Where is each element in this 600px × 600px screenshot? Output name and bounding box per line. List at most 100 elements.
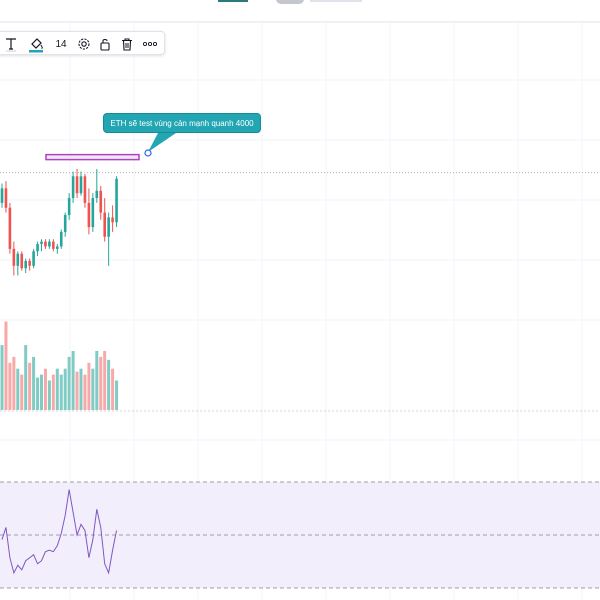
candle-body xyxy=(52,241,55,249)
candle-body xyxy=(44,241,47,247)
candle-body xyxy=(0,188,4,203)
font-size-button[interactable]: 14 xyxy=(53,35,69,53)
volume-bar xyxy=(8,362,12,410)
top-center-button[interactable] xyxy=(276,0,304,4)
candle xyxy=(56,244,59,254)
callout-pointer xyxy=(148,133,176,152)
text-button[interactable] xyxy=(3,35,19,53)
candle xyxy=(115,176,118,228)
candle xyxy=(71,171,75,203)
volume-bar xyxy=(32,356,36,410)
candle-body xyxy=(48,241,51,247)
rsi-band xyxy=(0,482,600,588)
drawing-toolbar: 14 xyxy=(0,31,165,55)
volume-bar xyxy=(91,368,95,410)
candle-body xyxy=(36,244,39,252)
candle xyxy=(63,212,67,237)
volume-series xyxy=(0,321,119,410)
candle xyxy=(79,171,83,196)
settings-button[interactable] xyxy=(76,35,92,53)
lock-button[interactable] xyxy=(97,35,113,53)
volume-bar xyxy=(40,374,43,410)
volume-bar xyxy=(111,368,115,410)
candle-body xyxy=(59,231,63,247)
candle xyxy=(99,185,103,220)
trash-icon xyxy=(122,38,132,51)
top-tab[interactable] xyxy=(310,0,362,2)
candle xyxy=(67,193,71,220)
volume-bar xyxy=(99,356,103,410)
candle xyxy=(44,239,47,249)
more-horizontal-icon xyxy=(142,41,158,47)
volume-bar xyxy=(59,374,63,410)
candle-body xyxy=(32,251,35,266)
candle xyxy=(75,169,79,199)
candle-body xyxy=(67,198,71,215)
candle xyxy=(40,239,43,252)
candle-body xyxy=(87,202,91,228)
candle-body xyxy=(63,215,67,232)
volume-bar xyxy=(95,351,99,410)
candle-body xyxy=(103,212,106,237)
candle xyxy=(20,251,24,271)
callout-anchor-handle xyxy=(144,149,152,157)
volume-bar xyxy=(107,359,111,410)
candle xyxy=(12,241,16,276)
candle-body xyxy=(115,178,118,223)
candle-body xyxy=(20,253,24,269)
candle xyxy=(24,258,27,274)
volume-bar xyxy=(47,380,51,410)
callout-annotation[interactable]: ETH sẽ test vùng cản mạnh quanh 4000 xyxy=(103,113,261,133)
more-button[interactable] xyxy=(141,35,159,53)
rsi-pane xyxy=(0,481,600,589)
delete-button[interactable] xyxy=(119,35,135,53)
candle xyxy=(4,181,8,213)
candle-body xyxy=(40,241,43,245)
candle-body xyxy=(99,190,103,213)
volume-bar xyxy=(24,345,28,410)
candle-body xyxy=(107,217,110,237)
volume-bar xyxy=(55,368,59,410)
volume-bar xyxy=(67,356,71,410)
candle xyxy=(107,212,110,266)
candle-body xyxy=(4,188,8,208)
candle-body xyxy=(75,176,79,194)
candle xyxy=(16,251,20,276)
candle-body xyxy=(95,190,99,199)
candle xyxy=(91,193,95,232)
gear-icon xyxy=(78,38,90,50)
top-tab-active[interactable] xyxy=(218,0,248,2)
volume-bar xyxy=(83,374,87,410)
rsi-line xyxy=(1,489,118,575)
candle xyxy=(111,205,114,232)
volume-bar xyxy=(28,362,32,410)
candle xyxy=(83,173,87,208)
paint-bucket-icon xyxy=(29,38,43,53)
volume-bar xyxy=(0,345,4,410)
volume-bar xyxy=(87,362,91,410)
drawing-overlays xyxy=(45,133,176,161)
candle-body xyxy=(111,217,114,223)
candle xyxy=(28,258,31,271)
font-size-label: 14 xyxy=(55,38,67,50)
unlock-icon xyxy=(100,38,110,51)
candle xyxy=(0,183,4,208)
volume-bar xyxy=(79,368,83,410)
volume-bar xyxy=(43,368,47,410)
candle xyxy=(87,188,91,235)
candle-body xyxy=(83,176,87,203)
callout-text: ETH sẽ test vùng cản mạnh quanh 4000 xyxy=(110,118,254,128)
candle xyxy=(95,169,99,203)
candle xyxy=(52,239,55,252)
candle-body xyxy=(28,260,31,266)
color-button[interactable] xyxy=(27,35,45,53)
candle xyxy=(48,239,51,249)
candle xyxy=(32,248,35,269)
volume-bar xyxy=(16,368,20,410)
candle xyxy=(8,202,12,254)
volume-bar xyxy=(115,380,119,410)
candle-body xyxy=(79,176,83,194)
volume-bar xyxy=(20,374,24,410)
candle xyxy=(36,241,39,257)
